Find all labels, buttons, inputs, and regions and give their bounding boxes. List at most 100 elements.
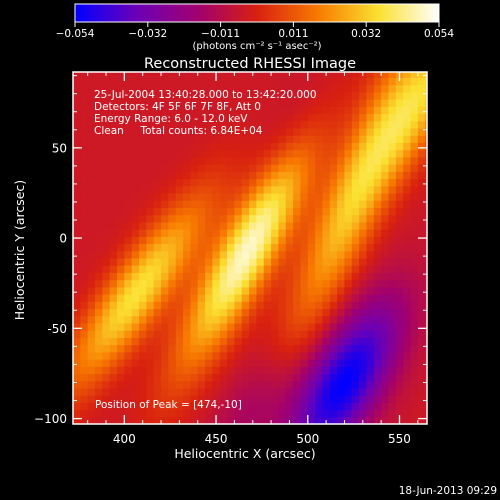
heatmap-cell bbox=[124, 308, 133, 317]
heatmap-cell bbox=[80, 409, 89, 418]
heatmap-cell bbox=[395, 373, 404, 382]
heatmap-cell bbox=[109, 416, 118, 424]
heatmap-cell bbox=[417, 185, 426, 194]
heatmap-cell bbox=[219, 84, 228, 93]
heatmap-cell bbox=[249, 99, 258, 107]
heatmap-cell bbox=[381, 207, 390, 216]
heatmap-cell bbox=[307, 387, 316, 396]
heatmap-cell bbox=[351, 272, 360, 281]
heatmap-cell bbox=[285, 373, 294, 382]
heatmap-cell bbox=[153, 236, 162, 245]
heatmap-cell bbox=[322, 395, 331, 403]
heatmap-cell bbox=[395, 164, 404, 172]
heatmap-cell bbox=[278, 272, 287, 281]
heatmap-cell bbox=[278, 72, 287, 79]
heatmap-cell bbox=[87, 301, 96, 310]
heatmap-cell bbox=[102, 315, 111, 324]
heatmap-cell bbox=[300, 185, 309, 194]
heatmap-cell bbox=[249, 156, 258, 165]
heatmap-cell bbox=[410, 229, 419, 237]
heatmap-cell bbox=[161, 257, 169, 266]
heatmap-cell bbox=[146, 416, 155, 424]
heatmap-cell bbox=[329, 265, 338, 273]
x-axis-label: Heliocentric X (arcsec) bbox=[174, 446, 315, 461]
heatmap-cell bbox=[131, 106, 140, 115]
heatmap-cell bbox=[307, 142, 316, 151]
heatmap-cell bbox=[124, 337, 133, 346]
heatmap-cell bbox=[381, 171, 390, 180]
heatmap-cell bbox=[271, 286, 280, 295]
heatmap-cell bbox=[197, 149, 206, 158]
heatmap-cell bbox=[175, 366, 184, 375]
heatmap-cell bbox=[205, 171, 213, 180]
heatmap-cell bbox=[219, 344, 228, 353]
heatmap-image bbox=[73, 72, 427, 424]
heatmap-cell bbox=[381, 178, 390, 187]
heatmap-cell bbox=[351, 294, 360, 302]
heatmap-cell bbox=[410, 286, 419, 295]
heatmap-cell bbox=[227, 265, 236, 273]
heatmap-cell bbox=[131, 243, 140, 252]
heatmap-cell bbox=[425, 344, 427, 353]
heatmap-cell bbox=[95, 395, 103, 403]
heatmap-cell bbox=[139, 402, 147, 411]
heatmap-cell bbox=[131, 156, 140, 165]
heatmap-cell bbox=[219, 171, 228, 180]
heatmap-cell bbox=[161, 279, 169, 288]
heatmap-cell bbox=[366, 178, 375, 187]
heatmap-cell bbox=[337, 315, 346, 324]
heatmap-cell bbox=[425, 257, 427, 266]
heatmap-cell bbox=[329, 395, 338, 403]
heatmap-cell bbox=[219, 192, 228, 201]
heatmap-cell bbox=[212, 229, 221, 237]
heatmap-cell bbox=[285, 84, 294, 93]
heatmap-cell bbox=[403, 359, 412, 367]
heatmap-cell bbox=[366, 221, 375, 230]
heatmap-cell bbox=[146, 337, 155, 346]
heatmap-cell bbox=[359, 250, 368, 259]
heatmap-cell bbox=[315, 221, 324, 230]
heatmap-cell bbox=[109, 359, 118, 367]
heatmap-cell bbox=[366, 344, 375, 353]
heatmap-cell bbox=[351, 409, 360, 418]
heatmap-cell bbox=[366, 84, 375, 93]
heatmap-cell bbox=[417, 84, 426, 93]
heatmap-cell bbox=[395, 366, 404, 375]
heatmap-cell bbox=[153, 142, 162, 151]
heatmap-cell bbox=[139, 142, 147, 151]
heatmap-cell bbox=[388, 149, 397, 158]
heatmap-cell bbox=[153, 337, 162, 346]
heatmap-cell bbox=[234, 229, 243, 237]
heatmap-cell bbox=[307, 72, 316, 79]
heatmap-cell bbox=[73, 279, 81, 288]
heatmap-cell bbox=[278, 301, 287, 310]
heatmap-cell bbox=[80, 236, 89, 245]
heatmap-cell bbox=[425, 156, 427, 165]
heatmap-cell bbox=[293, 171, 302, 180]
heatmap-cell bbox=[95, 99, 103, 107]
heatmap-cell bbox=[373, 221, 382, 230]
heatmap-cell bbox=[359, 149, 368, 158]
heatmap-cell bbox=[234, 221, 243, 230]
heatmap-cell bbox=[102, 185, 111, 194]
heatmap-cell bbox=[212, 402, 221, 411]
heatmap-cell bbox=[227, 72, 236, 79]
heatmap-cell bbox=[241, 113, 250, 122]
heatmap-cell bbox=[241, 91, 250, 100]
heatmap-cell bbox=[344, 149, 353, 158]
heatmap-cell bbox=[315, 416, 324, 424]
heatmap-cell bbox=[146, 344, 155, 353]
heatmap-cell bbox=[381, 279, 390, 288]
heatmap-cell bbox=[425, 77, 427, 86]
heatmap-cell bbox=[153, 402, 162, 411]
heatmap-cell bbox=[183, 207, 191, 216]
heatmap-cell bbox=[190, 84, 199, 93]
heatmap-cell bbox=[337, 301, 346, 310]
heatmap-cell bbox=[351, 135, 360, 143]
heatmap-cell bbox=[300, 106, 309, 115]
heatmap-cell bbox=[139, 272, 147, 281]
heatmap-cell bbox=[271, 366, 280, 375]
heatmap-cell bbox=[197, 402, 206, 411]
heatmap-cell bbox=[95, 214, 103, 223]
